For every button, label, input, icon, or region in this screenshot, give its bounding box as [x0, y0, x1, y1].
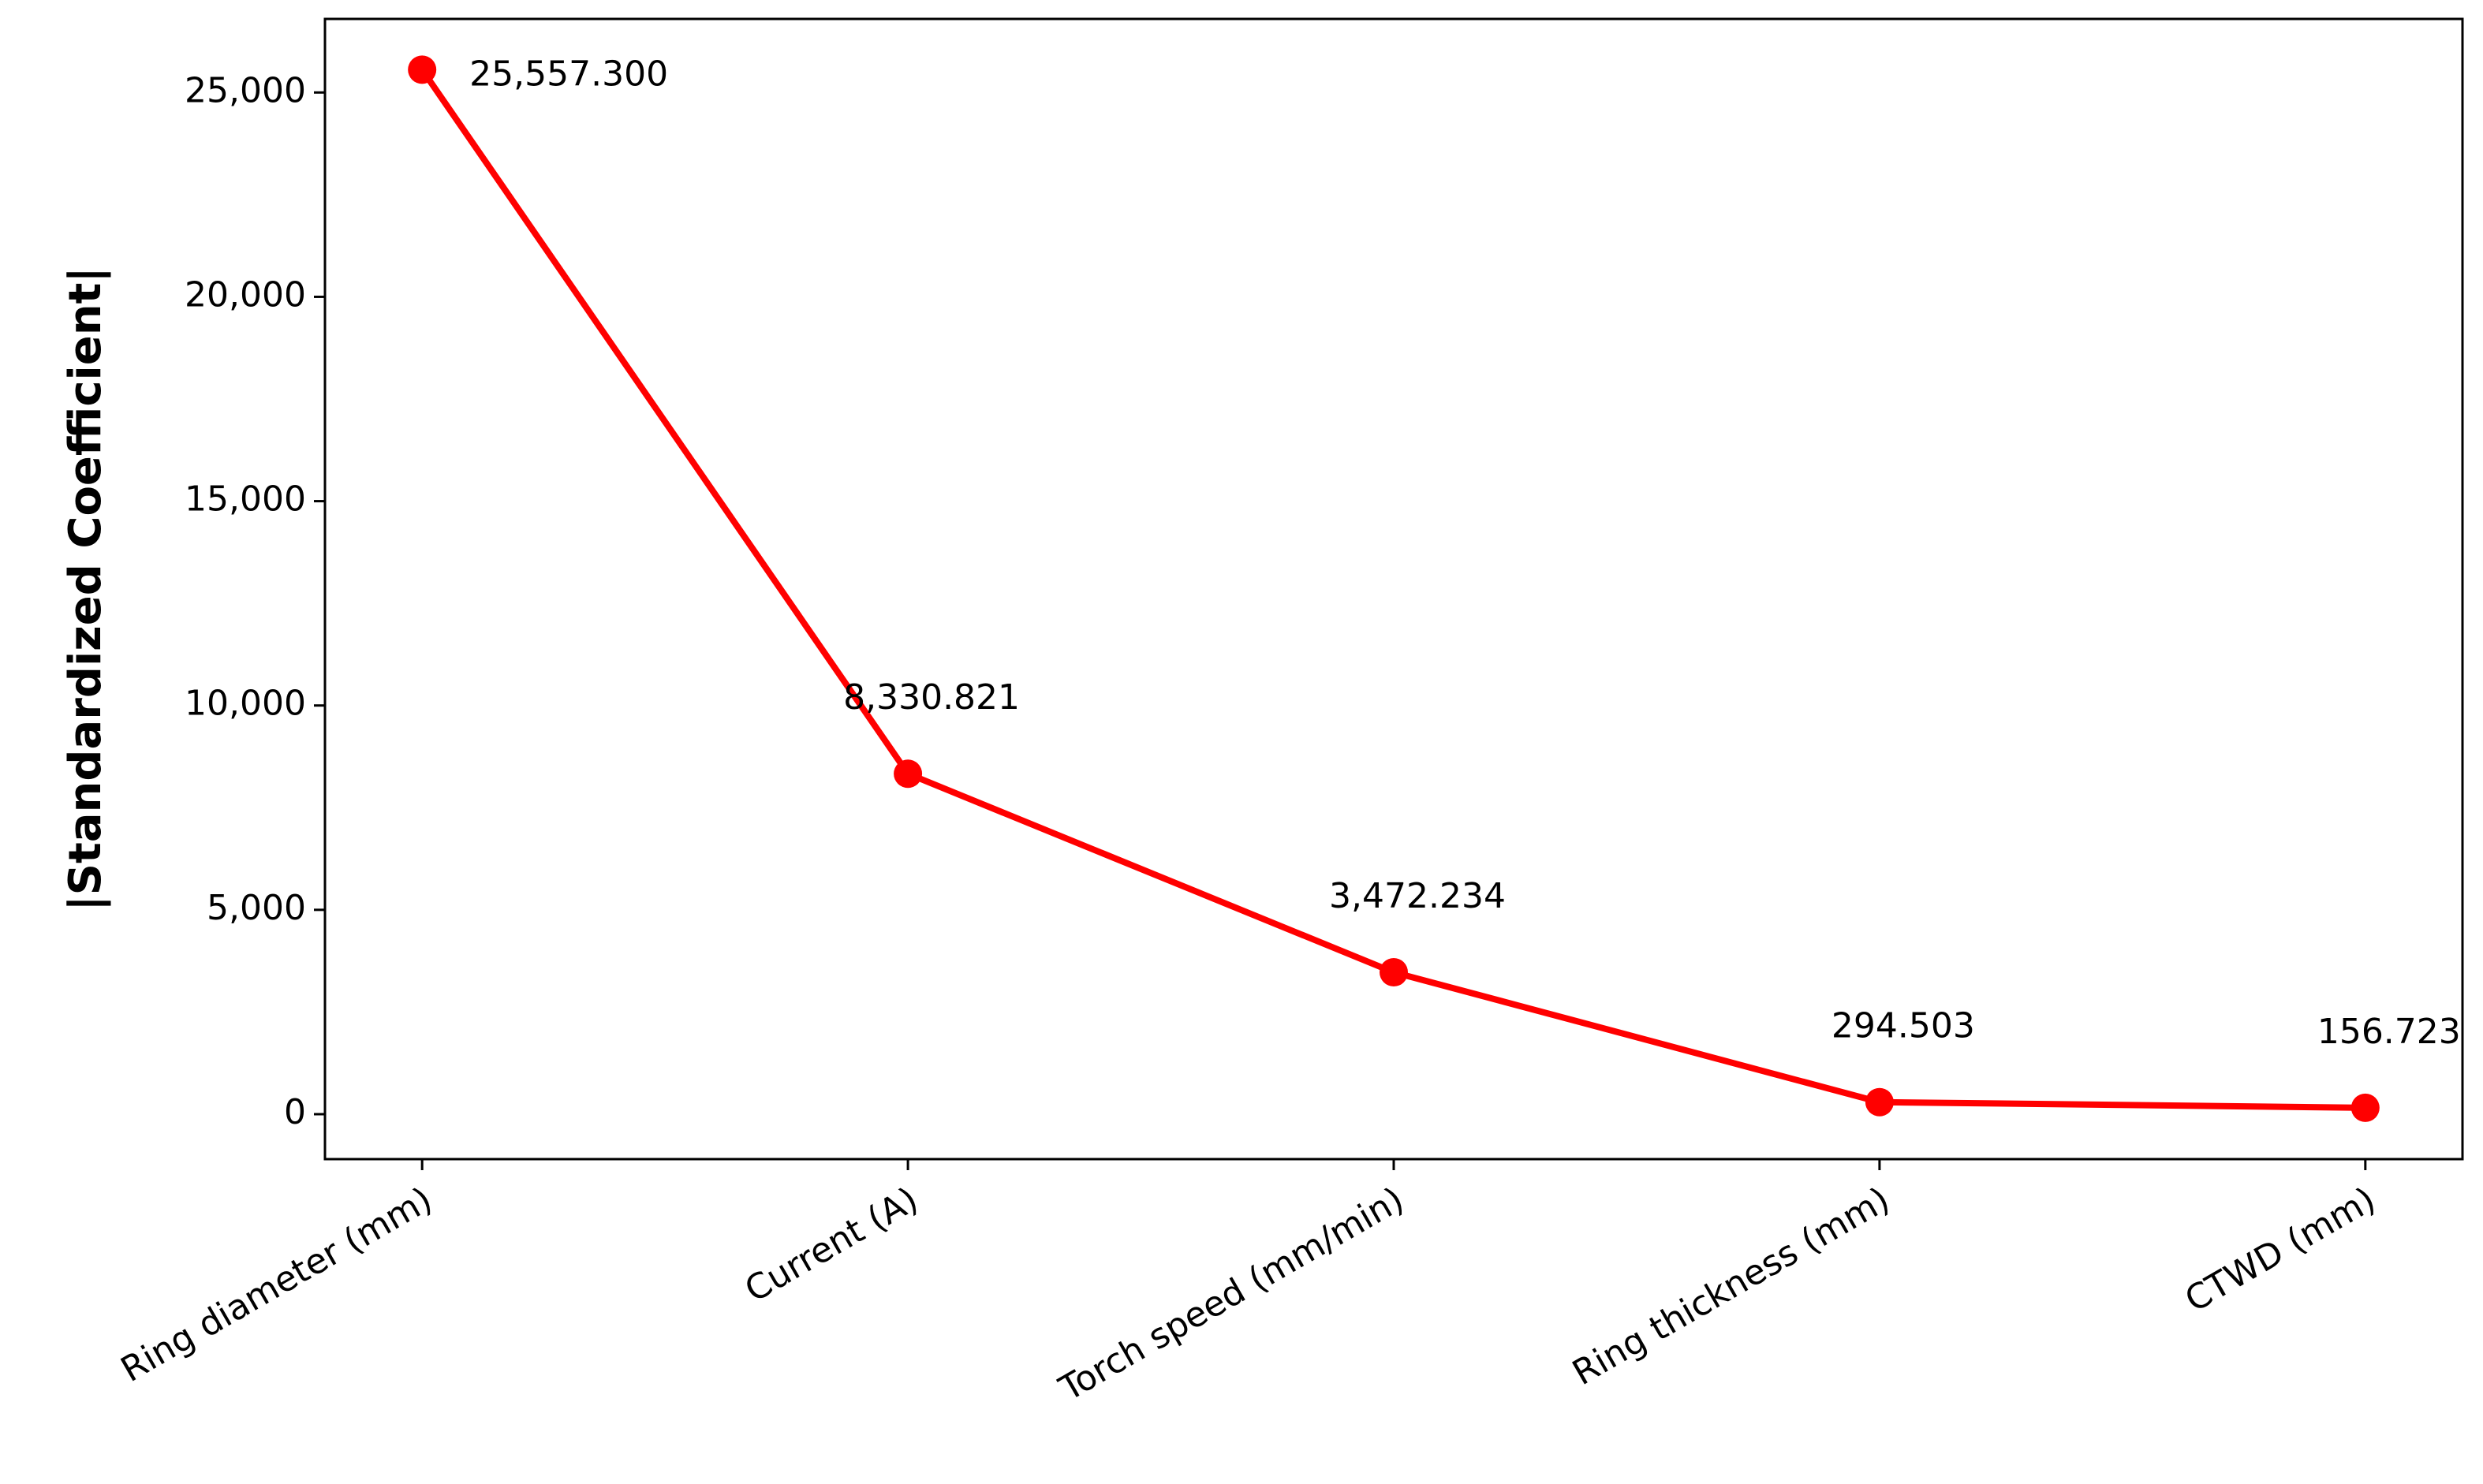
- y-tick-label: 0: [284, 1092, 306, 1132]
- data-point: [1865, 1087, 1894, 1117]
- data-label: 3,472.234: [1329, 876, 1506, 916]
- y-tick-label: 15,000: [185, 479, 306, 520]
- data-label: 294.503: [1831, 1006, 1975, 1046]
- data-label: 8,330.821: [843, 677, 1020, 718]
- data-line: [419, 68, 2365, 1111]
- x-tick-label: CTWD (mm): [2179, 1180, 2382, 1321]
- data-label: 25,557.300: [469, 54, 668, 94]
- data-point: [2350, 1093, 2380, 1122]
- data-label: 156.723: [2317, 1012, 2461, 1052]
- data-point: [894, 759, 923, 789]
- y-tick-label: 20,000: [185, 274, 306, 315]
- x-tick-label: Ring thickness (mm): [1566, 1180, 1896, 1393]
- y-tick-label: 5,000: [207, 888, 306, 928]
- data-point: [408, 55, 437, 84]
- y-tick-label: 10,000: [185, 684, 306, 724]
- y-axis-label: |Standardized Coefficient|: [60, 267, 111, 912]
- x-tick-label: Current (A): [738, 1180, 925, 1311]
- plot-frame: [323, 17, 2464, 1161]
- y-tick-label: 25,000: [185, 70, 306, 110]
- x-tick-label: Ring diameter (mm): [114, 1180, 439, 1390]
- data-point: [1380, 958, 1408, 987]
- x-tick-label: Torch speed (mm/min): [1052, 1180, 1410, 1410]
